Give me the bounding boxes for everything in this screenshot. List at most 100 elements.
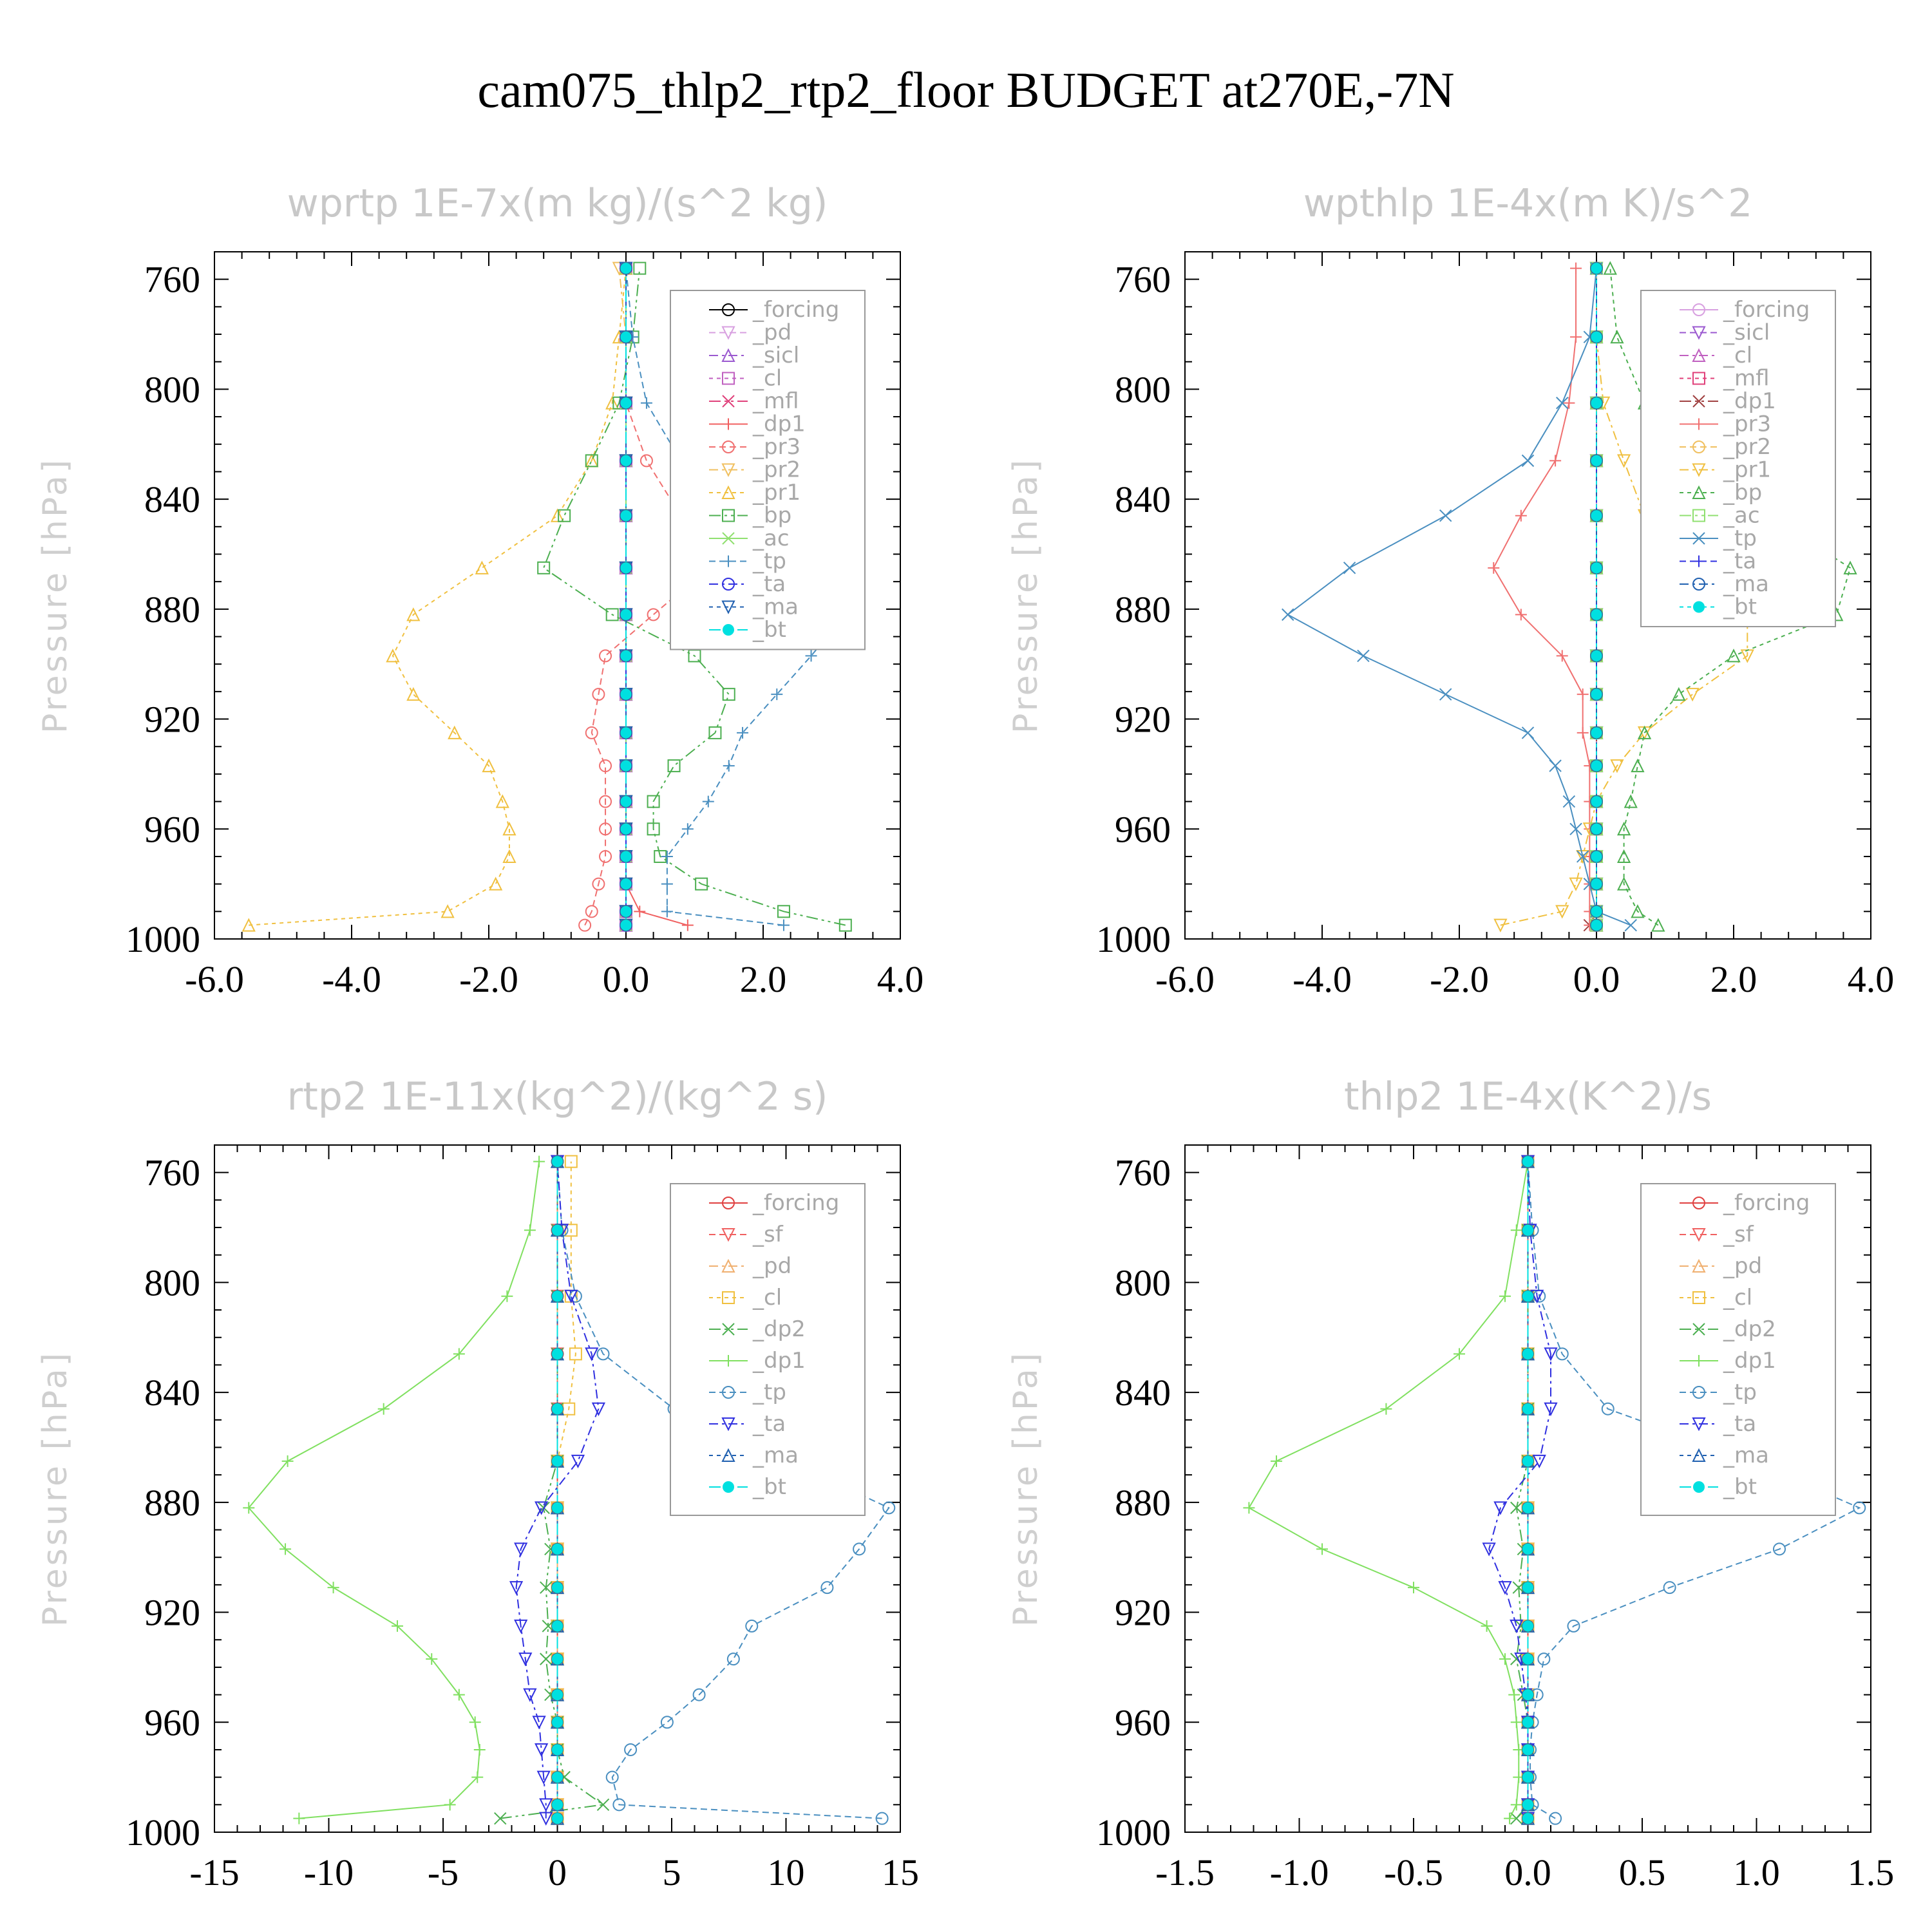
data-point: [777, 919, 790, 931]
data-point: [1380, 1403, 1392, 1415]
legend-marker: [1692, 1258, 1706, 1273]
data-point: [1562, 795, 1576, 808]
data-point: [612, 1798, 626, 1812]
data-point: [1498, 1581, 1512, 1595]
panel-title: wprtp 1E-7x(m kg)/(s^2 kg): [287, 181, 828, 226]
legend: _forcing _sf _pd _cl _dp2 _dp1 _tp _ta _ma _bt: [670, 1183, 866, 1516]
legend-marker: [1692, 1323, 1705, 1336]
panel-4: thlp2 1E-4x(K^2)/s Pressure [hPa] 760 800 84…: [1007, 1074, 1894, 1893]
data-point: [1603, 261, 1617, 275]
data-point: [661, 905, 673, 918]
y-tick-label: 760: [144, 1152, 200, 1194]
legend-item: _cl: [1680, 343, 1752, 368]
series-bt: [551, 1155, 564, 1825]
series-tp: [1282, 261, 1637, 932]
legend-marker: [722, 1197, 735, 1209]
y-tick-label: 800: [144, 1262, 200, 1303]
data-point: [1556, 650, 1568, 662]
data-point: [1576, 850, 1589, 863]
data-point: [1727, 649, 1741, 663]
data-point: [551, 1798, 564, 1811]
data-point: [540, 1581, 553, 1594]
data-point: [1616, 876, 1631, 891]
data-point: [853, 1542, 866, 1556]
data-point: [1544, 1347, 1558, 1361]
legend-marker: [1692, 463, 1706, 477]
legend-marker: [1693, 555, 1705, 567]
data-point: [702, 795, 714, 808]
data-point: [599, 759, 612, 773]
data-point: [1624, 918, 1637, 932]
data-point: [1522, 1347, 1534, 1360]
data-point: [1663, 1581, 1676, 1595]
data-point: [242, 918, 256, 932]
data-point: [1515, 509, 1527, 522]
x-tick-label: 10: [768, 1852, 805, 1893]
series-dp1: [243, 1155, 545, 1824]
data-point: [1521, 726, 1535, 739]
legend-label: _bt: [1723, 594, 1757, 620]
data-point: [633, 261, 647, 275]
data-point: [1522, 1812, 1534, 1825]
x-tick-label: -6.0: [185, 958, 244, 1000]
legend-marker: [1692, 1228, 1706, 1242]
legend-label: _cl: [752, 1285, 782, 1311]
legend-label: _ta: [1723, 549, 1756, 574]
legend-marker: [721, 1448, 735, 1462]
data-point: [681, 823, 694, 835]
y-tick-label: 880: [1115, 589, 1171, 630]
y-tick-label: 920: [1115, 1592, 1171, 1634]
data-point: [726, 1653, 740, 1666]
data-point: [551, 1542, 564, 1555]
data-point: [1567, 1619, 1580, 1633]
data-point: [634, 905, 646, 918]
legend-marker: [1692, 1197, 1705, 1209]
legend-label: _ma: [1723, 1443, 1769, 1468]
data-point: [1522, 1403, 1534, 1416]
y-tick-label: 880: [144, 1482, 200, 1524]
data-point: [620, 726, 632, 739]
legend-box: [1640, 290, 1836, 627]
data-point: [1439, 688, 1452, 701]
data-point: [1530, 1289, 1544, 1303]
data-point: [660, 1716, 674, 1729]
data-point: [551, 1347, 564, 1360]
data-point: [599, 822, 612, 836]
data-point: [1555, 1347, 1569, 1361]
y-axis-label: Pressure [hPa]: [1007, 1350, 1045, 1627]
y-tick-label: 840: [1115, 478, 1171, 520]
legend-label: _pr1: [752, 480, 800, 506]
data-point: [1590, 878, 1603, 891]
legend-label: _bt: [752, 617, 786, 643]
data-point: [1556, 397, 1569, 410]
legend-item: _pr3: [709, 434, 800, 460]
data-point: [550, 508, 565, 522]
data-point: [667, 759, 681, 773]
legend-marker: [1693, 1355, 1705, 1367]
legend-box: [670, 290, 866, 650]
y-tick-label: 800: [1115, 1262, 1171, 1303]
data-point: [1685, 688, 1700, 702]
data-point: [620, 822, 632, 835]
data-point: [771, 688, 783, 701]
data-point: [482, 758, 496, 773]
legend-label: _ta: [1723, 1411, 1756, 1437]
data-point: [1590, 726, 1603, 739]
legend-box: [670, 1183, 866, 1516]
data-point: [518, 1653, 533, 1667]
data-point: [524, 1224, 536, 1236]
x-tick-label: 2.0: [1710, 958, 1757, 1000]
data-point: [551, 1620, 564, 1633]
legend-label: _tp: [752, 549, 786, 574]
data-point: [1522, 1542, 1534, 1555]
panel-3: rtp2 1E-11x(kg^2)/(kg^2 s) Pressure [hPa]…: [36, 1074, 919, 1893]
data-point: [647, 822, 660, 836]
y-tick-label: 760: [1115, 1152, 1171, 1194]
data-point: [599, 649, 612, 663]
x-tick-label: -0.5: [1384, 1852, 1443, 1893]
legend-label: _mfl: [752, 388, 799, 414]
data-point: [1624, 794, 1638, 808]
y-tick-label: 880: [144, 589, 200, 630]
data-point: [1577, 688, 1589, 701]
legend-item: _dp1: [709, 412, 806, 437]
